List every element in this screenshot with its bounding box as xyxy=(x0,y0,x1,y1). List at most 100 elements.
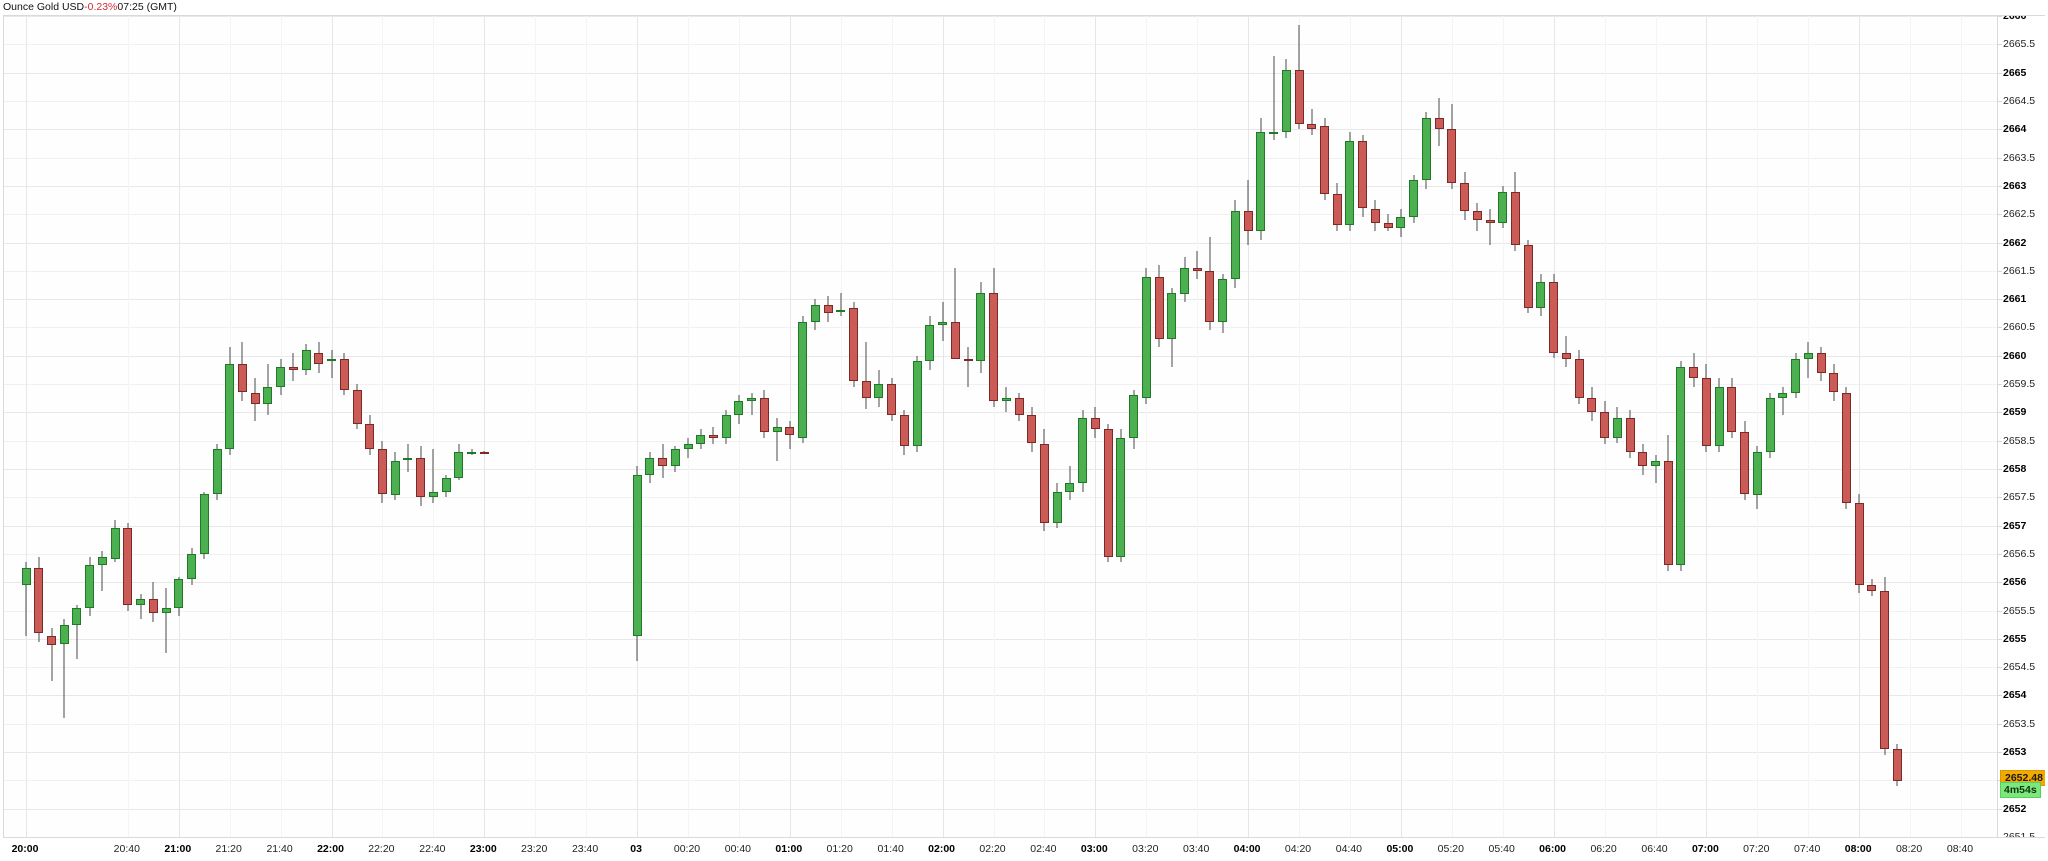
price-tick-mark xyxy=(1998,100,2002,102)
time-axis[interactable]: 20:00 20:40 21:00 21:20 21:40 22:00 22:20 22:40… xyxy=(3,839,2045,861)
candlestick xyxy=(1141,16,1151,837)
gridline-vertical xyxy=(637,16,639,837)
price-tick-label: 2652 xyxy=(2003,802,2027,815)
candlestick xyxy=(1065,16,1075,837)
price-tick-mark xyxy=(1998,808,2002,810)
candle-wick xyxy=(63,619,65,719)
time-tick-label: 01:40 xyxy=(877,843,904,855)
price-tick-label: 2655.5 xyxy=(2003,604,2036,617)
candle-body xyxy=(683,443,693,450)
candle-body xyxy=(1154,276,1164,339)
price-tick-mark xyxy=(1998,469,2002,470)
candle-body xyxy=(1625,418,1635,452)
candlestick xyxy=(747,16,757,837)
price-axis[interactable]: 2666 2665.5 2665 2664.5 2664 2663.5 2663 2662.5… xyxy=(1998,16,2045,837)
price-tick-mark xyxy=(1998,299,2002,301)
candle-wick xyxy=(331,350,332,379)
candle-body xyxy=(1587,398,1597,413)
candlestick xyxy=(1269,16,1279,837)
candlestick xyxy=(428,16,438,837)
candle-body xyxy=(1460,183,1469,212)
time-tick-label: 20:00 xyxy=(11,843,39,855)
candlestick xyxy=(1612,16,1622,837)
candlestick xyxy=(1167,16,1177,837)
candle-body xyxy=(1027,415,1037,444)
candlestick xyxy=(212,16,222,837)
axis-separator xyxy=(1997,16,1998,837)
candlestick xyxy=(1689,16,1699,837)
candle-body xyxy=(1039,443,1049,523)
candlestick xyxy=(136,16,146,837)
candlestick xyxy=(479,16,489,837)
gridline-vertical xyxy=(586,16,588,837)
gridline-vertical xyxy=(1808,16,1810,837)
price-tick-mark xyxy=(1998,667,2002,669)
candle-body xyxy=(1498,191,1508,223)
candlestick xyxy=(1243,16,1253,837)
candlestick xyxy=(1676,16,1686,837)
price-tick-mark xyxy=(1998,129,2002,131)
candle-body xyxy=(72,607,82,625)
candle-body xyxy=(1510,191,1520,246)
candlestick xyxy=(1332,16,1342,837)
candle-body xyxy=(136,599,146,605)
gridline-horizontal xyxy=(4,157,1997,159)
time-tick-label: 06:20 xyxy=(1590,843,1617,855)
time-tick-label: 02:20 xyxy=(979,843,1006,855)
candlestick xyxy=(1841,16,1851,837)
candlestick xyxy=(1320,16,1329,837)
candle-body xyxy=(1727,386,1737,433)
price-tick-label: 2662 xyxy=(2003,236,2027,249)
candle-body xyxy=(823,304,833,314)
candle-body xyxy=(263,386,273,404)
gridline-horizontal xyxy=(4,752,1997,754)
candlestick xyxy=(250,16,260,837)
gridline-horizontal xyxy=(4,723,1997,725)
candle-body xyxy=(1192,268,1202,271)
candle-wick xyxy=(1565,335,1567,367)
candle-body xyxy=(288,367,298,370)
candle-body xyxy=(416,457,426,498)
plot-area[interactable] xyxy=(4,16,1997,837)
candle-body xyxy=(976,293,986,362)
gridline-horizontal xyxy=(4,497,1997,499)
candlestick xyxy=(1854,16,1864,837)
gridline-horizontal xyxy=(4,129,1997,131)
price-tick-label: 2665 xyxy=(2003,66,2027,79)
time-tick-label: 07:00 xyxy=(1691,843,1719,855)
gridline-horizontal xyxy=(4,270,1997,272)
candlestick xyxy=(1485,16,1495,837)
candlestick xyxy=(1791,16,1800,837)
candle-body xyxy=(810,304,820,322)
candlestick xyxy=(276,16,286,837)
price-tick-label: 2659.5 xyxy=(2003,378,2036,390)
candlestick xyxy=(47,16,56,837)
candlestick xyxy=(823,16,833,837)
time-tick-label: 07:20 xyxy=(1743,843,1770,855)
candlestick xyxy=(377,16,387,837)
candle-body xyxy=(734,401,744,416)
candlestick xyxy=(1205,16,1215,837)
candle-body xyxy=(148,599,158,614)
gridline-vertical xyxy=(1502,16,1504,837)
candlestick xyxy=(1307,16,1317,837)
candle-body xyxy=(1307,123,1317,130)
candle-body xyxy=(861,381,871,399)
candle-body xyxy=(963,358,973,362)
candlestick xyxy=(1472,16,1482,837)
candlestick xyxy=(734,16,744,837)
gridline-horizontal xyxy=(4,44,1997,46)
candlestick xyxy=(1892,16,1902,837)
gridline-horizontal xyxy=(4,469,1997,470)
price-tick-mark xyxy=(1998,638,2002,640)
time-tick-label: 03:40 xyxy=(1183,843,1210,855)
candle-body xyxy=(1421,117,1431,181)
candle-body xyxy=(1370,208,1380,223)
candlestick xyxy=(861,16,871,837)
gridline-horizontal xyxy=(4,327,1997,329)
candlestick xyxy=(963,16,973,837)
candlestick xyxy=(1281,16,1291,837)
gridline-horizontal xyxy=(4,638,1997,640)
candle-body xyxy=(696,435,706,444)
